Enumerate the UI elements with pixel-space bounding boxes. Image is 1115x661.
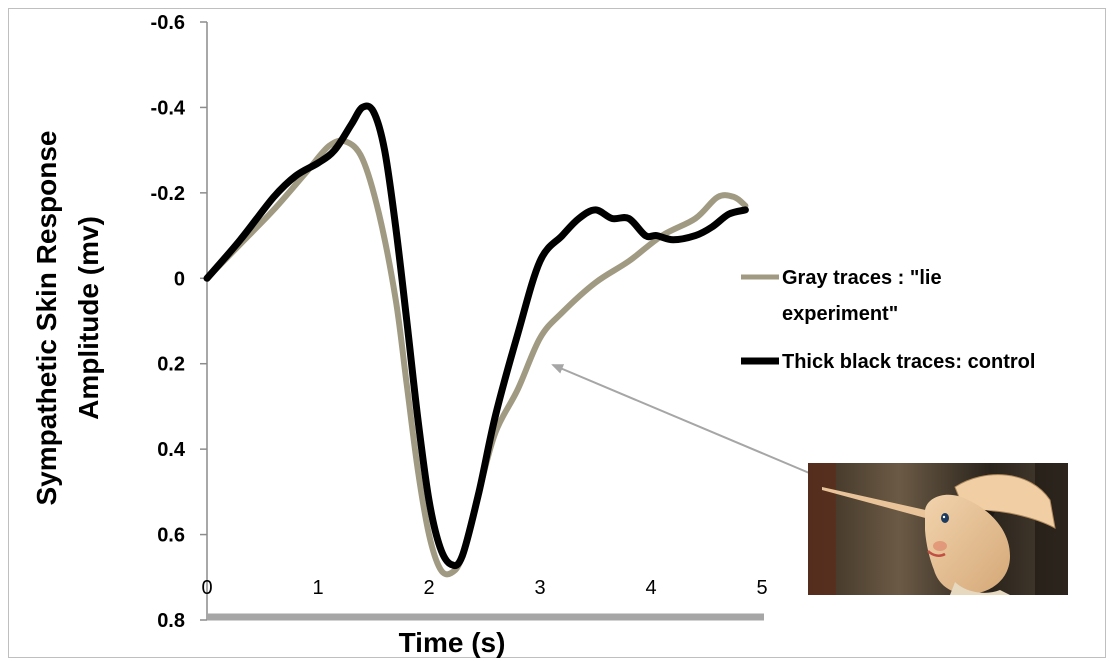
y-tick-label: 0 xyxy=(174,268,185,290)
y-tick-label: 0.2 xyxy=(157,354,185,376)
x-tick-label: 3 xyxy=(534,577,545,599)
x-tick-label: 1 xyxy=(312,577,323,599)
y-tick-label: 0.4 xyxy=(157,439,186,461)
annotation-arrow xyxy=(551,364,834,484)
x-axis-ticks: 0 1 2 3 4 5 xyxy=(201,577,767,599)
legend-label-black: Thick black traces: control xyxy=(782,351,1035,373)
y-tick-label: 0.8 xyxy=(157,610,185,632)
y-tick-label: -0.6 xyxy=(151,12,185,34)
y-tick-label: 0.6 xyxy=(157,525,185,547)
x-tick-label: 0 xyxy=(201,577,212,599)
chart-frame xyxy=(8,8,1106,658)
y-tick-label: -0.4 xyxy=(151,97,186,119)
x-axis-title: Time (s) xyxy=(399,627,506,658)
y-axis-title-line2: Amplitude (mv) xyxy=(73,216,104,420)
series-line-control xyxy=(203,102,749,570)
legend: Gray traces : "lie experiment" Thick bla… xyxy=(741,267,1035,373)
pinocchio-photo xyxy=(808,463,1068,595)
series-layer xyxy=(203,102,749,578)
x-tick-label: 2 xyxy=(423,577,434,599)
x-tick-label: 4 xyxy=(645,577,656,599)
legend-label-gray-line2: experiment" xyxy=(782,303,898,325)
legend-label-gray-line1: Gray traces : "lie xyxy=(782,267,942,289)
x-tick-label: 5 xyxy=(756,577,767,599)
y-axis-title-line1: Sympathetic Skin Response xyxy=(31,130,62,505)
y-axis-ticks: -0.6 -0.4 -0.2 0 0.2 0.4 0.6 0.8 xyxy=(151,12,207,632)
y-tick-label: -0.2 xyxy=(151,183,185,205)
